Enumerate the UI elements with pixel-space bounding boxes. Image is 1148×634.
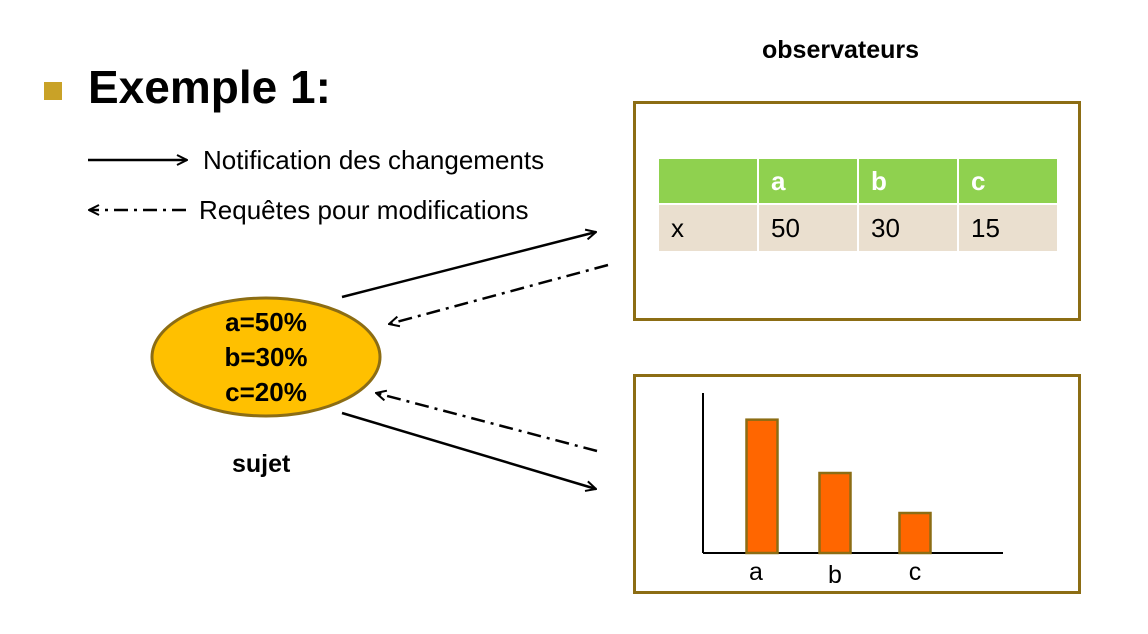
request-arrow-chart	[376, 393, 598, 453]
subject-ellipse	[150, 296, 382, 418]
observers-label: observateurs	[762, 36, 920, 64]
x-tick-label-b: b	[828, 561, 842, 589]
x-tick-label-c: c	[909, 558, 922, 586]
table-row: x 50 30 15	[659, 205, 1057, 251]
table-header-cell: a	[759, 159, 857, 205]
table-header-cell: b	[859, 159, 957, 205]
x-tick-label-a: a	[749, 558, 763, 586]
subject-line-a: a=50%	[225, 307, 307, 337]
request-arrow-table	[389, 263, 609, 324]
bar-c	[898, 511, 932, 555]
table-cell: 15	[959, 205, 1057, 251]
table-header-cell	[659, 159, 757, 205]
table-cell: 30	[859, 205, 957, 251]
legend-dashed-label: Requêtes pour modifications	[199, 195, 529, 225]
bar-a	[745, 418, 779, 555]
legend-solid-label: Notification des changements	[203, 145, 545, 175]
bar-b	[818, 471, 852, 555]
notify-arrow-chart	[341, 411, 596, 489]
bar-chart: a b c	[702, 393, 1003, 589]
notify-arrow-table	[341, 232, 596, 299]
observer-chart-panel	[633, 374, 1081, 594]
title-bullet	[44, 82, 62, 100]
subject-line-c: c=20%	[225, 377, 307, 407]
table-header-row: a b c	[659, 159, 1057, 205]
observer-table: a b c x 50 30 15	[657, 159, 1059, 251]
slide-title: Exemple 1:	[88, 61, 331, 113]
subject-label: sujet	[232, 450, 291, 478]
table-header-cell: c	[959, 159, 1057, 205]
table-cell: x	[659, 205, 757, 251]
table-cell: 50	[759, 205, 857, 251]
subject-line-b: b=30%	[224, 342, 307, 372]
observer-table-panel: a b c x 50 30 15	[633, 101, 1081, 321]
